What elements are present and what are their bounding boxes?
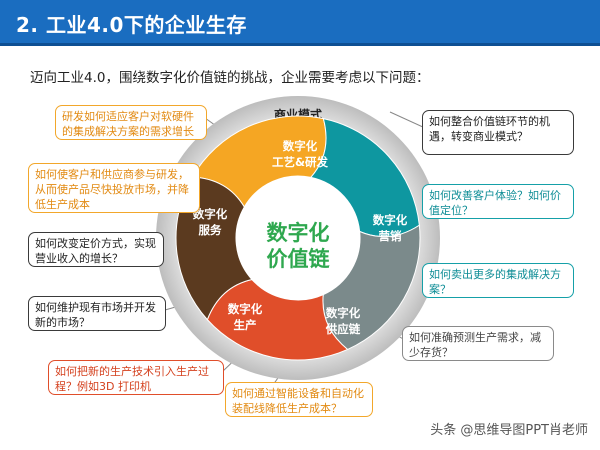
segment-production-line1: 数字化: [228, 302, 263, 316]
segment-production-line2: 生产: [234, 318, 257, 332]
question-service-2: 如何维护现有市场并开发新的市场？: [28, 296, 166, 331]
question-production-2: 如何通过智能设备和自动化装配线降低生产成本？: [225, 382, 373, 417]
segment-service-line1: 数字化: [193, 207, 228, 221]
segment-marketing-line1: 数字化: [373, 213, 408, 227]
center-label-line1: 数字化: [267, 221, 330, 245]
segment-service-line2: 服务: [199, 223, 222, 237]
question-rd-2: 如何使客户和供应商参与研发，从而使产品尽快投放市场，并降低生产成本: [28, 163, 200, 213]
segment-marketing-line2: 营销: [379, 229, 402, 243]
intro-text: 迈向工业4.0，围绕数字化价值链的挑战，企业需要考虑以下问题：: [30, 70, 430, 86]
center-label-line2: 价值链: [267, 247, 331, 271]
question-business-model: 如何整合价值链环节的机遇，转变商业模式？: [422, 110, 574, 155]
title-bar: 2. 工业4.0下的企业生存: [0, 0, 600, 46]
segment-rd-line2: 工艺&研发: [272, 155, 329, 169]
segment-supply-line2: 供应链: [325, 322, 361, 336]
question-rd-1: 研发如何适应客户对软硬件的集成解决方案的需求增长: [55, 105, 207, 140]
watermark: 头条 @思维导图PPT肖老师: [430, 423, 588, 438]
connector-business: [389, 111, 426, 129]
question-marketing-1: 如何改善客户体验？如何价值定位？: [422, 184, 574, 219]
question-supply-chain: 如何准确预测生产需求，减少存货？: [402, 326, 554, 361]
question-service-1: 如何改变定价方式，实现营业收入的增长？: [28, 232, 164, 267]
segment-supply-line1: 数字化: [326, 306, 361, 320]
segment-rd-line1: 数字化: [283, 139, 318, 153]
page-title: 2. 工业4.0下的企业生存: [16, 13, 247, 37]
center-circle: [236, 176, 360, 300]
question-production-1: 如何把新的生产技术引入生产过程？例如3D 打印机: [48, 360, 224, 395]
question-marketing-2: 如何卖出更多的集成解决方案？: [422, 263, 574, 298]
